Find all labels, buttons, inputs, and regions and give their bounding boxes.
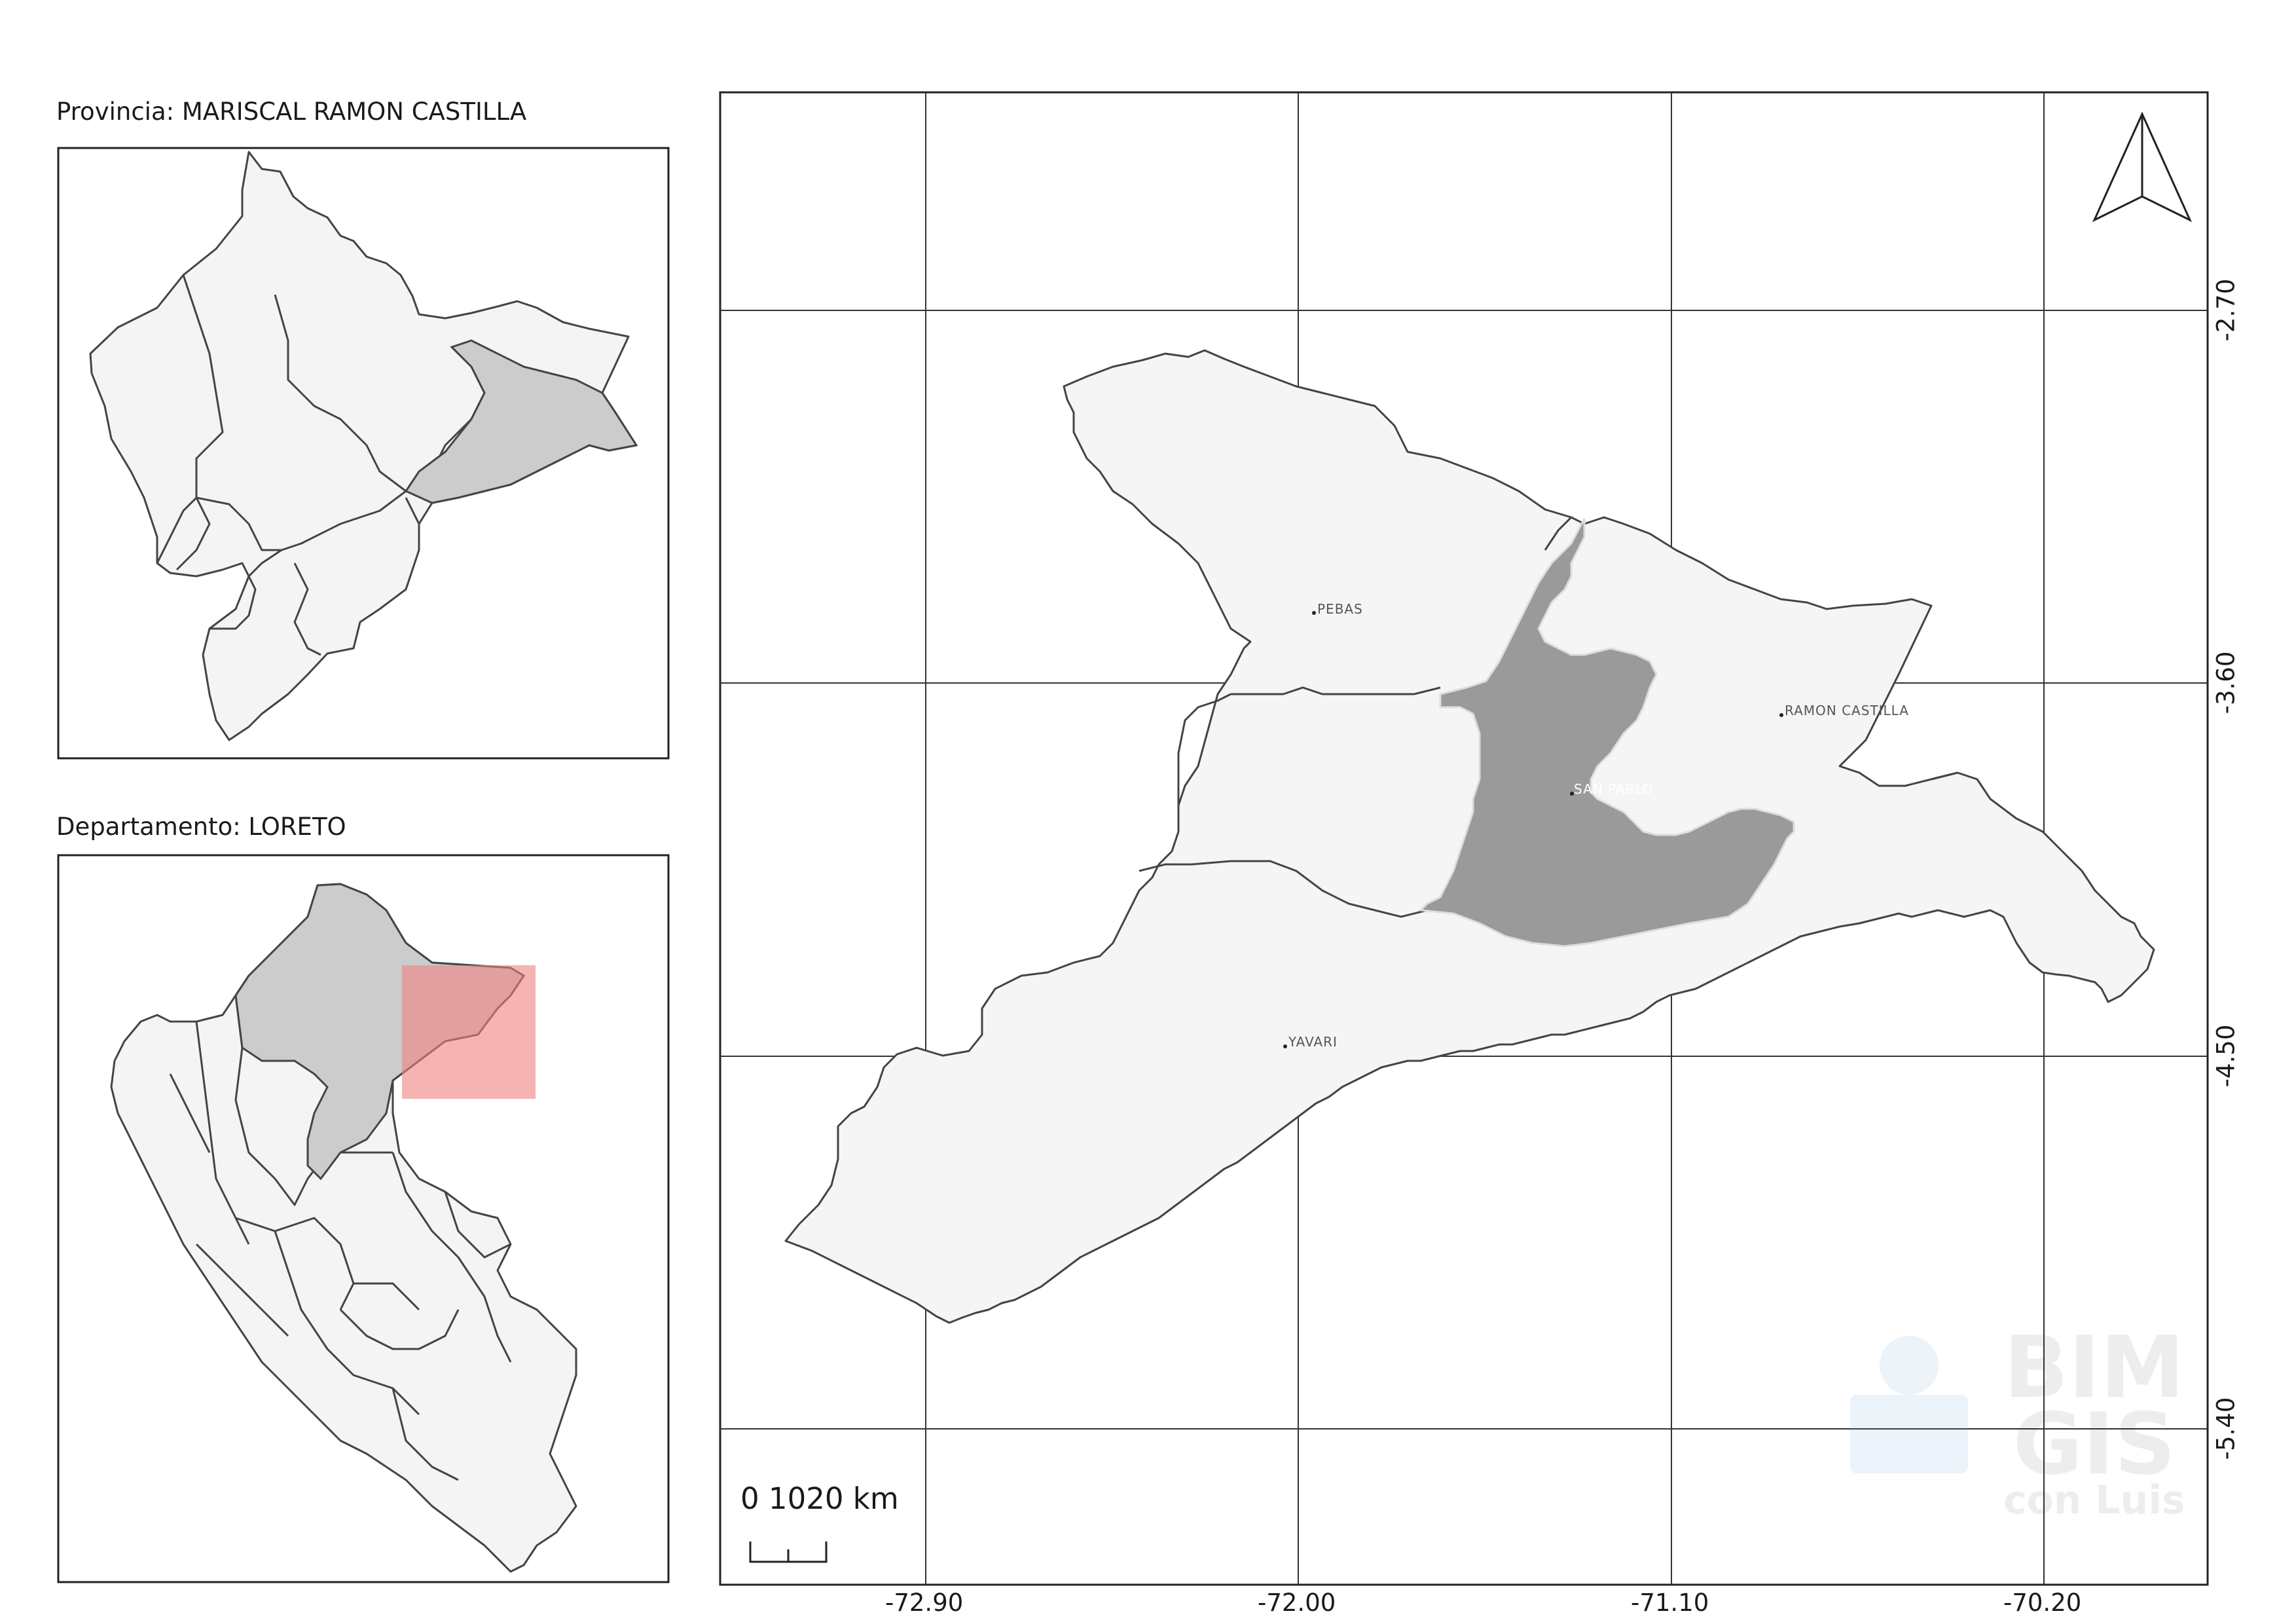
place-label-san-pablo: SAN PABLO bbox=[1574, 781, 1654, 797]
scale-label: 0 1020 km bbox=[740, 1481, 899, 1516]
watermark-text: BIM GIS con Luis bbox=[2003, 1318, 2185, 1523]
north-arrow-icon bbox=[2092, 111, 2193, 223]
place-label-pebas: PEBAS bbox=[1317, 601, 1363, 617]
province-inset-map bbox=[89, 151, 638, 741]
x-label-3: -71.10 bbox=[1631, 1589, 1709, 1617]
province-inset-highlight bbox=[404, 339, 638, 504]
x-label-2: -72.00 bbox=[1258, 1589, 1336, 1617]
san-pablo-district bbox=[1418, 518, 1795, 948]
y-label-1: -2.70 bbox=[2212, 278, 2240, 342]
place-label-yavari: YAVARI bbox=[1288, 1034, 1338, 1050]
extent-box bbox=[402, 965, 536, 1099]
y-label-3: -4.50 bbox=[2212, 1024, 2240, 1088]
place-label-ramon-castilla: RAMON CASTILLA bbox=[1785, 703, 1909, 718]
department-title: Departamento: LORETO bbox=[56, 813, 346, 841]
place-dot-san-pablo bbox=[1570, 792, 1574, 796]
watermark-line2: GIS bbox=[2013, 1394, 2176, 1494]
y-label-4: -5.40 bbox=[2212, 1397, 2240, 1460]
watermark-line3: con Luis bbox=[2003, 1477, 2185, 1523]
x-label-4: -70.20 bbox=[2003, 1589, 2082, 1617]
x-label-1: -72.90 bbox=[885, 1589, 964, 1617]
place-dot-pebas bbox=[1312, 611, 1316, 615]
y-label-2: -3.60 bbox=[2212, 651, 2240, 714]
loreto-highlight bbox=[234, 883, 526, 1181]
province-title: Provincia: MARISCAL RAMON CASTILLA bbox=[56, 98, 527, 126]
scale-bar bbox=[749, 1541, 828, 1563]
watermark-line1: BIM bbox=[2003, 1318, 2185, 1417]
place-dot-yavari bbox=[1283, 1044, 1287, 1048]
watermark bbox=[1850, 1336, 1968, 1473]
place-dot-ramon-castilla bbox=[1779, 713, 1783, 717]
